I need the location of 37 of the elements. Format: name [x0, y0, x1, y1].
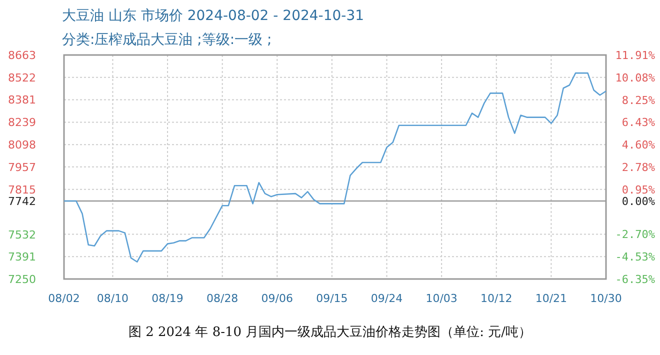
y-tick-label: 8098: [8, 138, 36, 152]
y-tick-label: 8239: [8, 116, 36, 130]
x-tick-label: 10/30: [590, 292, 622, 305]
y-tick-label: 7250: [8, 273, 36, 286]
y2-tick-label: 10.08%: [615, 71, 656, 84]
x-tick-label: 10/03: [426, 292, 458, 305]
y2-tick-label: 11.91%: [615, 49, 656, 62]
chart-subtitle: 分类:压榨成品大豆油 ;等级:一级 ;: [62, 32, 272, 48]
y2-tick-label: 6.43%: [622, 116, 656, 130]
y2-tick-label: -2.70%: [615, 228, 656, 242]
y-tick-label: 7391: [8, 250, 36, 264]
y2-tick-label: 8.25%: [622, 94, 656, 107]
y-tick-label: 7742: [8, 195, 36, 208]
x-tick-label: 08/02: [48, 292, 80, 305]
caption: 图 2 2024 年 8-10 月国内一级成品大豆油价格走势图（单位: 元/吨）: [128, 325, 532, 340]
y-tick-label: 8663: [8, 49, 36, 62]
y2-tick-label: -6.35%: [615, 273, 656, 286]
y2-tick-label: 4.60%: [622, 138, 656, 152]
y-tick-label: 8522: [8, 71, 36, 84]
x-tick-label: 08/10: [96, 292, 129, 305]
y-tick-label: 7815: [8, 183, 36, 196]
y2-tick-label: -4.53%: [615, 250, 656, 264]
x-tick-label: 09/24: [370, 292, 403, 305]
x-tick-label: 10/12: [480, 292, 512, 305]
y2-tick-label: 0.00%: [622, 195, 656, 208]
x-tick-label: 08/28: [206, 292, 238, 305]
x-tick-label: 10/21: [535, 292, 568, 305]
x-tick-label: 08/19: [152, 292, 184, 305]
y2-tick-label: 2.78%: [622, 161, 656, 174]
x-tick-label: 09/15: [316, 292, 348, 305]
y-tick-label: 7532: [8, 228, 36, 242]
chart-title: 大豆油 山东 市场价 2024-08-02 - 2024-10-31: [62, 8, 364, 24]
y-tick-label: 7957: [8, 160, 36, 174]
line-series: [63, 72, 607, 263]
x-tick-label: 09/06: [261, 292, 293, 305]
y-tick-label: 8381: [8, 94, 36, 107]
y2-tick-label: 0.95%: [622, 183, 656, 196]
